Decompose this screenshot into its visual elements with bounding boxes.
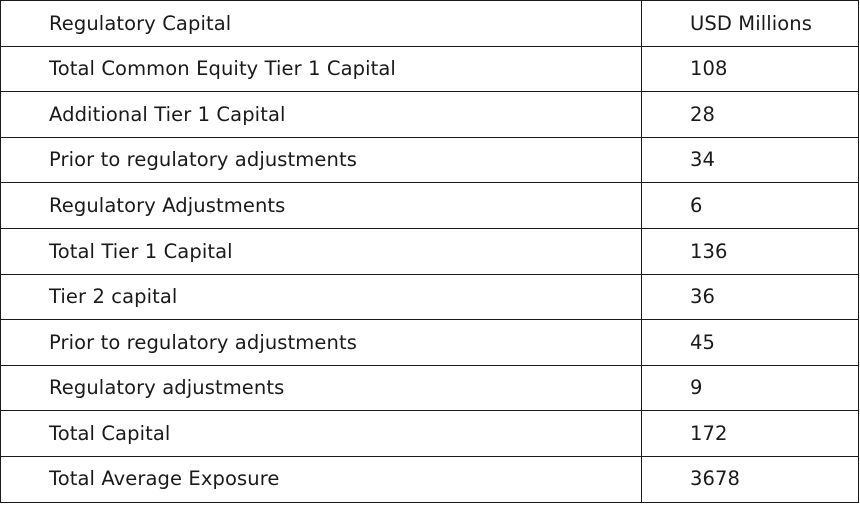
row-value-cell: 45: [641, 319, 859, 366]
row-label-cell: Total Average Exposure: [0, 455, 642, 503]
table-row: Total Capital 172: [0, 410, 859, 457]
row-label-cell: Total Common Equity Tier 1 Capital: [0, 45, 642, 93]
row-label-cell: Total Tier 1 Capital: [0, 227, 642, 275]
row-value-cell: 136: [641, 227, 859, 275]
table-row: Additional Tier 1 Capital 28: [0, 91, 859, 138]
row-value-cell: 34: [641, 136, 859, 184]
header-value-cell: USD Millions: [641, 0, 859, 47]
row-value-cell: 36: [641, 273, 859, 321]
row-label-cell: Regulatory Adjustments: [0, 182, 642, 229]
table-row: Total Average Exposure 3678: [0, 455, 859, 503]
row-value-cell: 28: [641, 91, 859, 138]
row-value-cell: 172: [641, 410, 859, 457]
table-row: Total Tier 1 Capital 136: [0, 227, 859, 275]
row-label-cell: Regulatory adjustments: [0, 364, 642, 412]
row-value-cell: 3678: [641, 455, 859, 503]
table-row: Prior to regulatory adjustments 34: [0, 136, 859, 184]
table-row: Regulatory adjustments 9: [0, 364, 859, 412]
header-label-cell: Regulatory Capital: [0, 0, 642, 47]
row-value-cell: 9: [641, 364, 859, 412]
row-label-cell: Total Capital: [0, 410, 642, 457]
row-label-cell: Tier 2 capital: [0, 273, 642, 321]
row-label-cell: Prior to regulatory adjustments: [0, 319, 642, 366]
row-label-cell: Additional Tier 1 Capital: [0, 91, 642, 138]
row-value-cell: 108: [641, 45, 859, 93]
row-value-cell: 6: [641, 182, 859, 229]
table-header-row: Regulatory Capital USD Millions: [0, 0, 859, 47]
table-row: Prior to regulatory adjustments 45: [0, 319, 859, 366]
table-row: Regulatory Adjustments 6: [0, 182, 859, 229]
row-label-cell: Prior to regulatory adjustments: [0, 136, 642, 184]
table-row: Tier 2 capital 36: [0, 273, 859, 321]
table-row: Total Common Equity Tier 1 Capital 108: [0, 45, 859, 93]
